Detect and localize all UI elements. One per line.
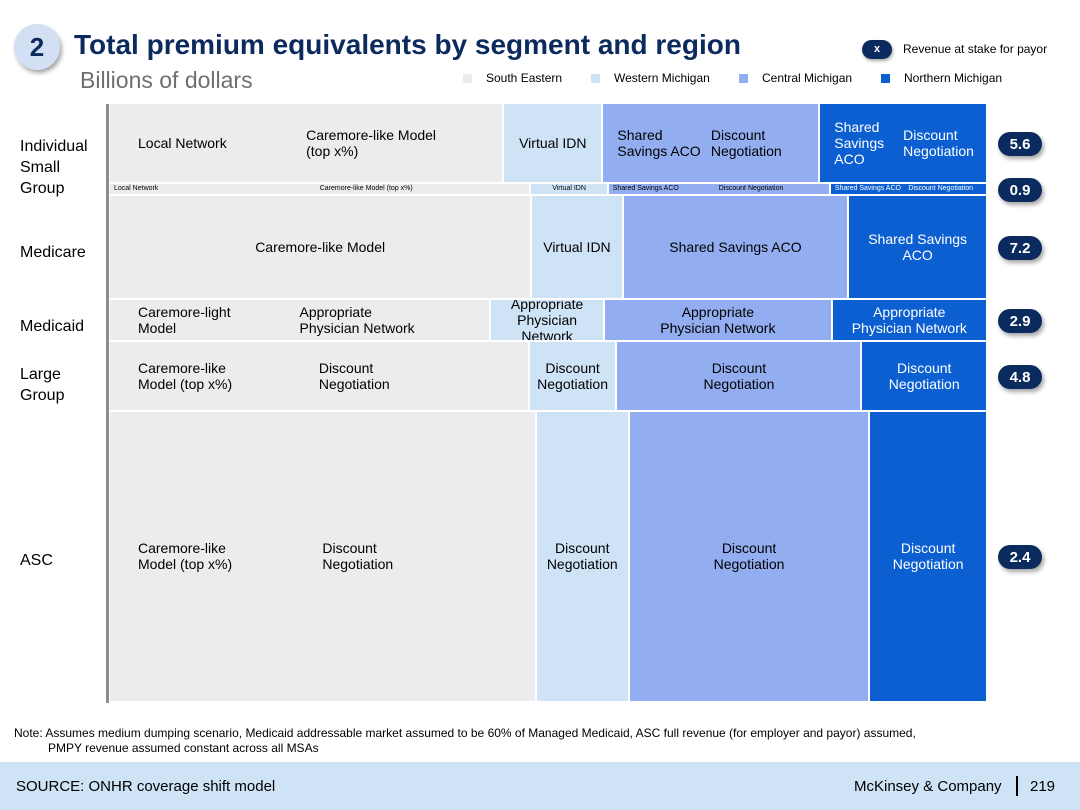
segment-row0-northern-michigan: Shared Savings ACO Discount Negotiation bbox=[820, 104, 986, 183]
segment-label: Appropriate Physician Network bbox=[299, 304, 415, 337]
segment-label: Discount Negotiation bbox=[710, 127, 782, 160]
segment-label: Caremore-like Model (top x%) bbox=[319, 185, 413, 193]
segment-label: Virtual IDN bbox=[543, 239, 611, 256]
segment-row2-western-michigan: Virtual IDN bbox=[532, 196, 622, 299]
footnote-line-1: Note: Assumes medium dumping scenario, M… bbox=[14, 726, 916, 740]
revenue-at-stake-badge: 7.2 bbox=[998, 236, 1042, 261]
segment-label: Appropriate Physician Network bbox=[660, 304, 776, 337]
legend-swatch-northern-michigan bbox=[881, 73, 890, 83]
segment-row4-northern-michigan: Discount Negotiation bbox=[862, 342, 986, 410]
segment-row5-central-michigan: Discount Negotiation bbox=[629, 411, 869, 701]
segment-label: Virtual IDN bbox=[552, 185, 586, 193]
segment-label: Discount Negotiation bbox=[718, 185, 784, 193]
segment-row2-northern-michigan: Shared Savings ACO bbox=[849, 196, 986, 299]
segment-label: Discount Negotiation bbox=[713, 540, 785, 573]
legend-label-central-michigan: Central Michigan bbox=[762, 71, 853, 85]
legend-item-south-eastern: South Eastern bbox=[463, 71, 562, 85]
segment-row4-western-michigan: Discount Negotiation bbox=[529, 342, 616, 410]
segment-label: Caremore-like Model (top x%) bbox=[138, 540, 233, 573]
legend-swatch-western-michigan bbox=[591, 73, 600, 83]
segment-label: Caremore-like Model (top x%) bbox=[306, 127, 437, 160]
legend-item-northern-michigan: Northern Michigan bbox=[881, 71, 1002, 85]
segment-label: Local Network bbox=[138, 135, 227, 152]
chart-axis-line bbox=[106, 104, 109, 703]
row-label-medicaid: Medicaid bbox=[20, 318, 85, 335]
segment-row3-central-michigan: Appropriate Physician Network bbox=[605, 300, 831, 341]
revenue-at-stake-badge: 0.9 bbox=[998, 178, 1042, 203]
segment-label: Shared Savings ACO bbox=[669, 239, 802, 256]
source-text: SOURCE: ONHR coverage shift model bbox=[16, 778, 276, 795]
segment-label: Discount Negotiation bbox=[546, 540, 618, 573]
segment-row1-western-michigan: Virtual IDN bbox=[531, 184, 607, 195]
segment-row1-central-michigan: Shared Savings ACO Discount Negotiation bbox=[608, 184, 829, 195]
segment-row1-south-eastern: Local Network Caremore-like Model (top x%… bbox=[110, 184, 530, 195]
segment-row5-western-michigan: Discount Negotiation bbox=[536, 411, 628, 701]
revenue-at-stake-badge: 4.8 bbox=[998, 365, 1042, 390]
footer-bar: SOURCE: ONHR coverage shift model McKins… bbox=[0, 762, 1080, 810]
segment-row0-south-eastern: Local Network Caremore-like Model (top x%… bbox=[110, 104, 503, 183]
segment-label: Shared Savings ACO bbox=[834, 185, 901, 193]
slide-number-badge: 2 bbox=[14, 24, 60, 70]
segment-row2-south-eastern: Caremore-like Model bbox=[110, 196, 531, 299]
row-label-large-group: Large Group bbox=[20, 366, 65, 404]
row-label-individual-small-group: Individual Small Group bbox=[20, 138, 88, 197]
segment-row2-central-michigan: Shared Savings ACO bbox=[623, 196, 848, 299]
segment-row4-central-michigan: Discount Negotiation bbox=[617, 342, 861, 410]
segment-label: Shared Savings ACO bbox=[612, 185, 679, 193]
legend-item-western-michigan: Western Michigan bbox=[591, 71, 710, 85]
segment-label: Shared Savings ACO bbox=[868, 231, 968, 264]
segment-row0-central-michigan: Shared Savings ACO Discount Negotiation bbox=[603, 104, 819, 183]
segment-label: Caremore-like Model (top x%) bbox=[138, 360, 233, 393]
segment-label: Discount Negotiation bbox=[322, 540, 394, 573]
segment-row0-western-michigan: Virtual IDN bbox=[504, 104, 602, 183]
segment-row3-western-michigan: Appropriate Physician Network bbox=[491, 300, 604, 341]
page-subtitle: Billions of dollars bbox=[80, 67, 253, 93]
segment-label: Appropriate Physician Network bbox=[851, 304, 967, 337]
stake-legend-pill: x bbox=[862, 39, 892, 59]
segment-label: Virtual IDN bbox=[519, 135, 587, 152]
segment-label: Discount Negotiation bbox=[888, 360, 960, 393]
footer-divider bbox=[1016, 776, 1018, 796]
legend-label-south-eastern: South Eastern bbox=[486, 71, 563, 85]
segment-label: Discount Negotiation bbox=[318, 360, 390, 393]
segment-label: Discount Negotiation bbox=[537, 360, 608, 393]
segment-label: Discount Negotiation bbox=[703, 360, 775, 393]
stake-legend-label: Revenue at stake for payor bbox=[903, 42, 1048, 56]
segment-row5-south-eastern: Caremore-like Model (top x%) Discount Neg… bbox=[110, 411, 535, 701]
legend-label-western-michigan: Western Michigan bbox=[614, 71, 710, 85]
segment-label: Discount Negotiation bbox=[908, 185, 973, 193]
legend-item-central-michigan: Central Michigan bbox=[739, 71, 852, 85]
segment-label: Caremore-like Model bbox=[255, 239, 386, 256]
revenue-at-stake-badge: 5.6 bbox=[998, 132, 1042, 157]
segment-row3-south-eastern: Caremore-light Model Appropriate Physicia… bbox=[110, 300, 490, 341]
region-legend: South Eastern Western Michigan Central M… bbox=[0, 71, 1080, 87]
segment-row5-northern-michigan: Discount Negotiation bbox=[870, 411, 986, 701]
segment-label: Shared Savings ACO bbox=[617, 127, 701, 160]
segment-label: Local Network bbox=[114, 185, 159, 193]
page-title: Total premium equivalents by segment and… bbox=[74, 29, 741, 60]
segment-row1-northern-michigan: Shared Savings ACO Discount Negotiation bbox=[830, 184, 986, 195]
segment-label: Discount Negotiation bbox=[892, 540, 964, 573]
segment-row4-south-eastern: Caremore-like Model (top x%) Discount Neg… bbox=[110, 342, 528, 410]
segment-row3-northern-michigan: Appropriate Physician Network bbox=[832, 300, 986, 341]
row-label-asc: ASC bbox=[20, 552, 53, 569]
footnote-line-2: PMPY revenue assumed constant across all… bbox=[48, 741, 319, 755]
segment-label: Discount Negotiation bbox=[903, 127, 974, 160]
revenue-at-stake-badge: 2.9 bbox=[998, 309, 1042, 334]
row-label-medicare: Medicare bbox=[20, 244, 86, 261]
segment-label: Shared Savings ACO bbox=[834, 119, 885, 168]
legend-swatch-central-michigan bbox=[739, 73, 748, 83]
revenue-at-stake-badge: 2.4 bbox=[998, 545, 1042, 570]
legend-swatch-south-eastern bbox=[463, 73, 472, 83]
legend-label-northern-michigan: Northern Michigan bbox=[904, 71, 1003, 85]
segment-label: Caremore-light Model bbox=[138, 304, 231, 337]
brand-name: McKinsey & Company bbox=[854, 778, 1002, 795]
revenue-at-stake-legend: x Revenue at stake for payor bbox=[862, 39, 1047, 59]
page-number: 219 bbox=[1030, 778, 1056, 795]
footnote: Note: Assumes medium dumping scenario, M… bbox=[14, 726, 1064, 756]
segment-label: Appropriate Physician Network bbox=[510, 300, 584, 341]
